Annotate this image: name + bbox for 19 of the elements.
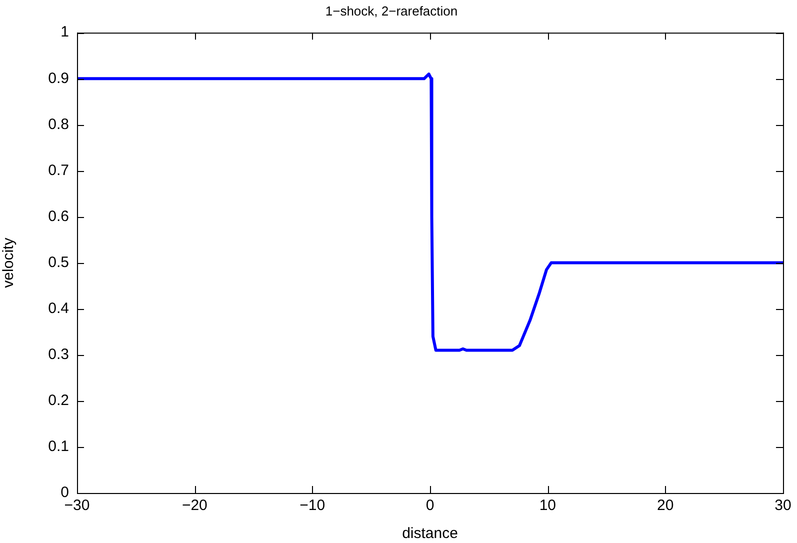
x-axis-title: distance — [402, 525, 458, 542]
x-tick-label: 0 — [426, 497, 434, 514]
y-tick-label: 0.9 — [48, 70, 69, 87]
y-tick-label: 0.1 — [48, 438, 69, 456]
x-tick-label: −10 — [300, 497, 326, 514]
y-tick-label: 0.6 — [48, 208, 69, 225]
x-tick-label: 10 — [539, 497, 556, 514]
x-tick-label: −20 — [182, 497, 208, 514]
x-tick-label: 30 — [774, 497, 792, 514]
y-axis-title: velocity — [0, 237, 18, 288]
y-tick-label: 1 — [60, 24, 69, 41]
y-tick-label: 0.8 — [48, 116, 69, 133]
y-tick-label: 0.5 — [48, 254, 69, 271]
chart-title: 1−shock, 2−rarefaction — [325, 3, 458, 18]
y-tick-label: 0.3 — [48, 346, 69, 364]
y-tick-label: 0.7 — [48, 162, 69, 179]
y-tick-label: 0.4 — [48, 300, 69, 317]
x-tick-label: 20 — [656, 497, 674, 514]
y-tick-label: 0.2 — [48, 392, 69, 410]
